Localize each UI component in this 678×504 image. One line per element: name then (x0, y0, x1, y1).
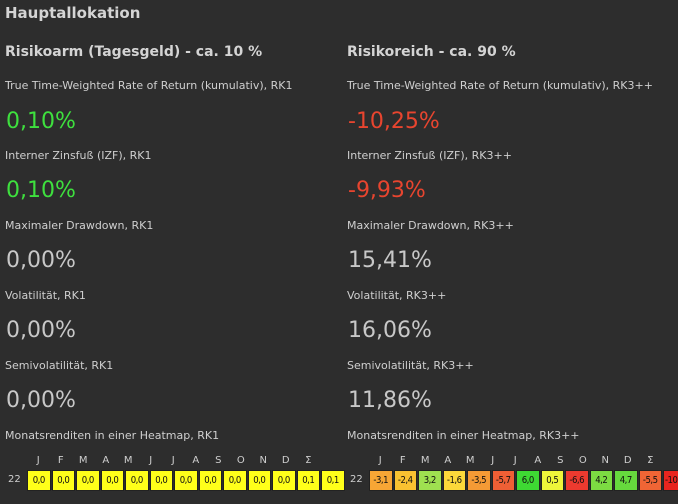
heatmap-month-label: M (465, 455, 475, 466)
volatility-value: 16,06% (348, 318, 432, 343)
heatmap-cell: -10,3 (663, 470, 678, 491)
heatmap-month-label: N (601, 455, 609, 466)
heatmap-cell: 4,7 (614, 470, 638, 491)
volatility-label: Volatilität, RK3++ (347, 289, 447, 302)
heatmap-cell: 0,0 (223, 470, 247, 491)
volatility-value: 0,00% (6, 318, 76, 343)
izf-label: Interner Zinsfuß (IZF), RK3++ (347, 149, 512, 162)
max-drawdown-label: Maximaler Drawdown, RK1 (5, 219, 154, 232)
heatmap-cell: -3,5 (467, 470, 491, 491)
volatility-label: Volatilität, RK1 (5, 289, 86, 302)
high-risk-title: Risikoreich - ca. 90 % (347, 44, 516, 60)
heatmap-cell: -6,6 (565, 470, 589, 491)
semivolatility-label: Semivolatilität, RK1 (5, 359, 114, 372)
low-risk-panel: Risikoarm (Tagesgeld) - ca. 10 % True Ti… (0, 0, 345, 504)
heatmap-cell: 0,0 (174, 470, 198, 491)
max-drawdown-value: 15,41% (348, 248, 432, 273)
heatmap-month-label: M (420, 455, 430, 466)
high-risk-panel: Risikoreich - ca. 90 % True Time-Weighte… (342, 0, 678, 504)
heatmap-cell: -5,7 (491, 470, 515, 491)
heatmap-month-label: J (378, 455, 382, 466)
heatmap-cell: 0,0 (272, 470, 296, 491)
heatmap-month-label: F (57, 455, 64, 466)
heatmap-year-label: 22 (8, 474, 21, 485)
semivolatility-value: 11,86% (348, 388, 432, 413)
heatmap-month-label: J (36, 455, 40, 466)
heatmap-cell: -5,5 (638, 470, 662, 491)
heatmap-month-label: Σ (647, 455, 654, 466)
twr-value: -10,25% (348, 109, 440, 134)
izf-value: 0,10% (6, 178, 76, 203)
heatmap-cell: 0,0 (247, 470, 271, 491)
heatmap-cell: 3,2 (418, 470, 442, 491)
heatmap-row: -3,1 -2,4 3,2 -1,6 -3,5 -5,7 6,0 0,5 -6,6 4,2 4,7-… (369, 470, 678, 491)
heatmap-month-label: A (444, 455, 452, 466)
heatmap-month-label: S (215, 455, 222, 466)
heatmap-cell: 0,0 (125, 470, 149, 491)
heatmap-month-label: N (259, 455, 267, 466)
heatmap-cell: 0,0 (149, 470, 173, 491)
max-drawdown-value: 0,00% (6, 248, 76, 273)
heatmap-label: Monatsrenditen in einer Heatmap, RK1 (5, 429, 220, 442)
heatmap-cell: -2,4 (393, 470, 417, 491)
semivolatility-value: 0,00% (6, 388, 76, 413)
heatmap-cell: 0,0 (100, 470, 124, 491)
izf-value: -9,93% (348, 178, 426, 203)
heatmap-month-label: O (236, 455, 245, 466)
heatmap-month-label: J (513, 455, 517, 466)
heatmap-month-label: A (102, 455, 110, 466)
heatmap-cell: 6,0 (516, 470, 540, 491)
heatmap-cell: 0,1 (321, 470, 345, 491)
heatmap-month-label: A (534, 455, 542, 466)
heatmap-cell: 0,0 (27, 470, 51, 491)
izf-label: Interner Zinsfuß (IZF), RK1 (5, 149, 152, 162)
heatmap-cell: 0,0 (76, 470, 100, 491)
heatmap-label: Monatsrenditen in einer Heatmap, RK3++ (347, 429, 580, 442)
heatmap-cell: 0,0 (198, 470, 222, 491)
heatmap-month-label: J (491, 455, 495, 466)
heatmap-month-label: S (557, 455, 564, 466)
twr-label: True Time-Weighted Rate of Return (kumul… (5, 79, 293, 92)
max-drawdown-label: Maximaler Drawdown, RK3++ (347, 219, 514, 232)
twr-value: 0,10% (6, 109, 76, 134)
heatmap-month-label: M (123, 455, 133, 466)
heatmap-cell: 0,5 (540, 470, 564, 491)
heatmap-year-label: 22 (350, 474, 363, 485)
heatmap-cell: 0,1 (296, 470, 320, 491)
heatmap-cell: -3,1 (369, 470, 393, 491)
low-risk-title: Risikoarm (Tagesgeld) - ca. 10 % (5, 44, 263, 60)
heatmap-cell: -1,6 (442, 470, 466, 491)
heatmap-month-label: J (171, 455, 175, 466)
heatmap-month-label: A (192, 455, 200, 466)
heatmap-month-label: J (149, 455, 153, 466)
semivolatility-label: Semivolatilität, RK3++ (347, 359, 474, 372)
heatmap-month-label: D (623, 455, 632, 466)
heatmap-month-label: F (399, 455, 406, 466)
heatmap-month-label: Σ (305, 455, 312, 466)
twr-label: True Time-Weighted Rate of Return (kumul… (347, 79, 653, 92)
heatmap-month-label: D (281, 455, 290, 466)
heatmap-row: 0,0 0,0 0,0 0,0 0,0 0,0 0,0 0,0 0,0 0,0 0,0 0,1 0,1 (27, 470, 346, 491)
heatmap-cell: 0,0 (51, 470, 75, 491)
heatmap-month-label: M (78, 455, 88, 466)
heatmap-month-label: O (578, 455, 587, 466)
heatmap-cell: 4,2 (589, 470, 613, 491)
page-title: Hauptallokation (5, 4, 141, 22)
